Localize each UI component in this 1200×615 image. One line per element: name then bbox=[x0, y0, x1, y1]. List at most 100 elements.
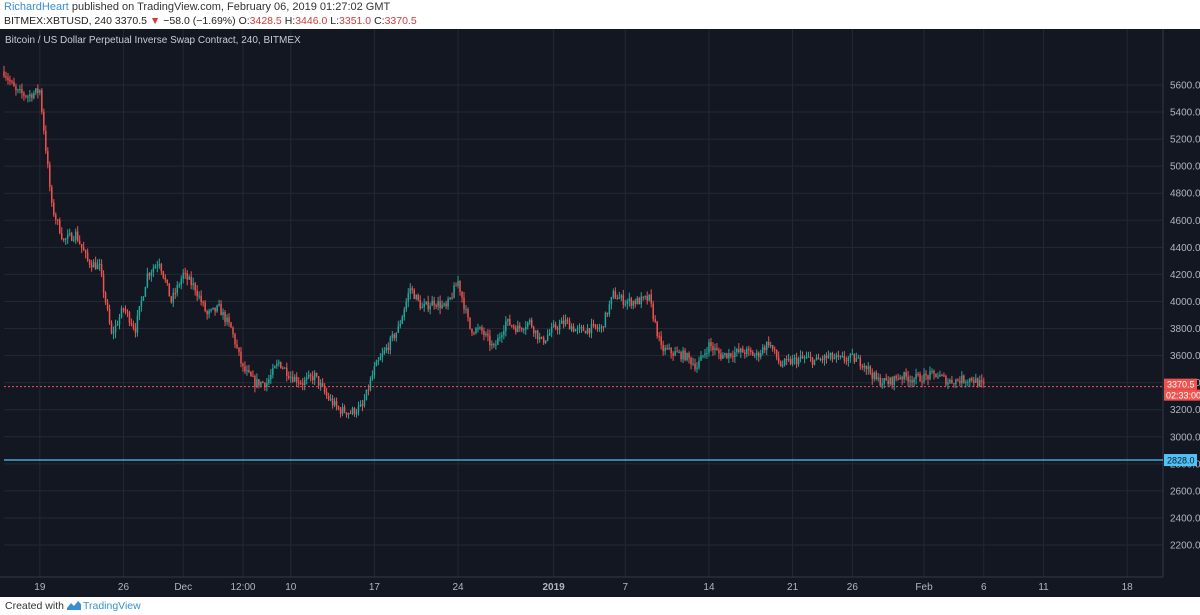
candle-body bbox=[31, 94, 33, 99]
candle-body bbox=[100, 264, 103, 275]
tradingview-brand[interactable]: TradingView bbox=[82, 600, 141, 612]
candle-body bbox=[311, 376, 314, 381]
candle-body bbox=[431, 300, 433, 306]
candle-body bbox=[971, 378, 973, 381]
candle-body bbox=[602, 326, 605, 328]
candle-body bbox=[216, 305, 218, 312]
candle-body bbox=[903, 372, 905, 380]
candle-body bbox=[560, 320, 563, 324]
candle-body bbox=[793, 357, 796, 359]
candle-body bbox=[158, 264, 161, 266]
candle-body bbox=[688, 353, 690, 358]
candle-body bbox=[891, 377, 893, 385]
candle-body bbox=[453, 285, 455, 298]
candle-body bbox=[538, 336, 541, 340]
candle-body bbox=[646, 296, 648, 301]
candle-body bbox=[558, 323, 561, 330]
price-chart[interactable]: 5600.0 5400.0 5200.0 5000.0 4800.0 4600.0 4400… bbox=[0, 29, 1200, 597]
candle-body bbox=[45, 130, 47, 152]
candle-body bbox=[650, 294, 652, 304]
candle-body bbox=[949, 379, 951, 383]
candle-body bbox=[590, 324, 593, 334]
candle-body bbox=[198, 295, 200, 297]
candle-body bbox=[955, 379, 957, 385]
candle-body bbox=[620, 295, 623, 298]
author-name[interactable]: RichardHeart bbox=[4, 1, 69, 13]
candle-body bbox=[666, 348, 668, 350]
candle-body bbox=[714, 348, 716, 351]
candle-body bbox=[961, 375, 963, 384]
candle-body bbox=[638, 298, 641, 305]
candle-body bbox=[218, 303, 220, 306]
candle-body bbox=[612, 291, 615, 298]
chart-area[interactable]: 5600.0 5400.0 5200.0 5000.0 4800.0 4600.0 4400… bbox=[0, 29, 1200, 597]
candle-body bbox=[284, 367, 286, 369]
candle-body bbox=[493, 343, 495, 346]
candle-body bbox=[21, 89, 23, 94]
publish-info: RichardHeart published on TradingView.co… bbox=[0, 0, 1200, 14]
candle-body bbox=[859, 357, 862, 367]
candle-body bbox=[469, 317, 471, 329]
candle-body bbox=[278, 361, 280, 364]
created-with-text: Created with bbox=[5, 600, 64, 612]
chart-title: Bitcoin / US Dollar Perpetual Inverse Sw… bbox=[5, 35, 301, 46]
candle-body bbox=[473, 332, 475, 334]
candle-body bbox=[62, 238, 65, 240]
candle-body bbox=[754, 354, 756, 356]
candle-body bbox=[471, 328, 473, 333]
candle-body bbox=[120, 308, 123, 318]
candle-body bbox=[983, 381, 985, 384]
candle-body bbox=[831, 352, 834, 359]
candle-body bbox=[736, 349, 738, 353]
candle-body bbox=[403, 309, 406, 317]
candle-body bbox=[266, 382, 268, 387]
candle-body bbox=[594, 324, 597, 328]
candle-body bbox=[857, 357, 860, 359]
candle-body bbox=[297, 382, 300, 384]
candle-body bbox=[39, 90, 41, 93]
candle-body bbox=[29, 94, 31, 97]
candle-body bbox=[459, 280, 461, 292]
candle-body bbox=[82, 247, 85, 251]
candle-body bbox=[90, 264, 93, 268]
candle-body bbox=[200, 295, 202, 303]
candle-body bbox=[572, 326, 575, 332]
candle-body bbox=[811, 357, 814, 365]
candle-body bbox=[307, 374, 310, 378]
candle-body bbox=[853, 354, 856, 362]
candle-body bbox=[885, 378, 887, 381]
ticker: BITMEX:XBTUSD, 240 bbox=[4, 15, 112, 27]
candle-body bbox=[124, 308, 127, 312]
candle-body bbox=[317, 376, 320, 386]
candle-body bbox=[41, 90, 43, 112]
candle-body bbox=[383, 350, 386, 354]
y-tick-label: 4800.0 bbox=[1170, 189, 1200, 200]
candle-body bbox=[86, 252, 89, 261]
candle-body bbox=[909, 380, 911, 382]
candle-body bbox=[769, 344, 772, 346]
candle-body bbox=[658, 336, 660, 338]
candle-body bbox=[156, 265, 159, 267]
candle-body bbox=[724, 353, 726, 355]
candle-body bbox=[415, 294, 417, 299]
candle-body bbox=[325, 392, 328, 396]
candle-body bbox=[290, 376, 292, 378]
candle-body bbox=[744, 352, 746, 355]
candle-body bbox=[286, 367, 288, 377]
candle-body bbox=[154, 266, 157, 269]
countdown-label: 02:33:00 bbox=[1166, 391, 1200, 401]
candle-body bbox=[672, 353, 674, 356]
candle-body bbox=[19, 89, 21, 91]
candle-body bbox=[704, 353, 706, 356]
candle-body bbox=[242, 363, 244, 367]
candle-body bbox=[767, 341, 770, 346]
candle-body bbox=[773, 349, 776, 351]
candle-body bbox=[395, 332, 398, 339]
x-tick-label: 18 bbox=[1122, 582, 1134, 593]
candle-body bbox=[288, 376, 290, 378]
candle-body bbox=[756, 352, 758, 355]
candle-body bbox=[455, 285, 457, 287]
candle-body bbox=[429, 305, 431, 310]
candle-body bbox=[142, 296, 145, 301]
candle-body bbox=[632, 301, 635, 306]
